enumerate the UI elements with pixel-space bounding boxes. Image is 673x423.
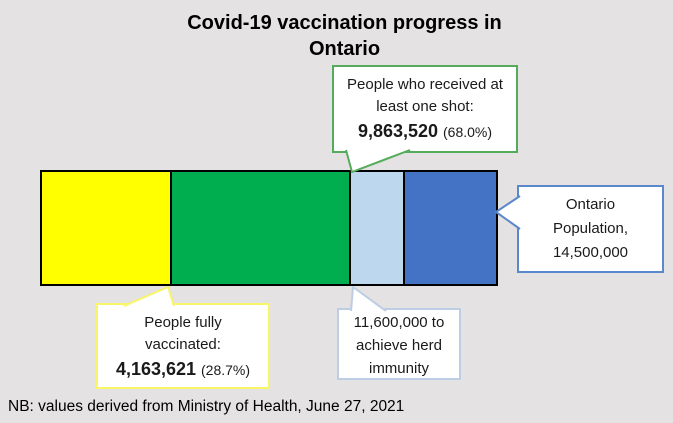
- callout-herd-immunity-line3: immunity: [368, 360, 429, 377]
- callout-one-shot-line1: People who received at: [347, 76, 503, 93]
- callout-one-shot-line2: least one shot:: [376, 98, 474, 115]
- callout-fully-vaccinated: People fully vaccinated: 4,163,621 (28.7%…: [96, 303, 270, 389]
- callout-fully-vaccinated-value-line: 4,163,621 (28.7%): [98, 356, 268, 384]
- bar-segment-green: [172, 172, 351, 284]
- one-shot-pct: (68.0%): [443, 124, 493, 140]
- callout-population-line3: 14,500,000: [552, 244, 629, 261]
- stacked-bar: [40, 170, 498, 286]
- source-note: NB: values derived from Ministry of Heal…: [8, 398, 405, 415]
- callout-herd-immunity-line1: 11,600,000 to: [353, 314, 445, 331]
- bar-segment-light_blue: [350, 172, 406, 284]
- fully-vaccinated-value: 4,163,621: [115, 359, 197, 379]
- callout-one-shot: People who received at least one shot: 9…: [332, 65, 518, 153]
- callout-fully-vaccinated-line1: People fully: [144, 314, 222, 331]
- bar-segment-yellow: [42, 172, 173, 284]
- callout-population: Ontario Population, 14,500,000: [517, 185, 664, 273]
- one-shot-value: 9,863,520: [357, 121, 439, 141]
- bar-segment-blue: [405, 172, 496, 284]
- chart-title: Covid-19 vaccination progress in Ontario: [16, 10, 673, 62]
- chart-title-line2: Ontario: [308, 38, 381, 60]
- callout-one-shot-value-line: 9,863,520 (68.0%): [334, 118, 516, 146]
- callout-population-line2: Population,: [552, 220, 629, 237]
- callout-population-line1: Ontario: [565, 196, 616, 213]
- callout-herd-immunity: 11,600,000 to achieve herd immunity: [337, 308, 461, 380]
- callout-herd-immunity-line2: achieve herd: [356, 337, 442, 354]
- callout-tail-one-shot: [345, 149, 411, 173]
- callout-fully-vaccinated-line2: vaccinated:: [145, 336, 221, 353]
- chart-title-line1: Covid-19 vaccination progress in: [187, 12, 502, 34]
- fully-vaccinated-pct: (28.7%): [201, 362, 251, 378]
